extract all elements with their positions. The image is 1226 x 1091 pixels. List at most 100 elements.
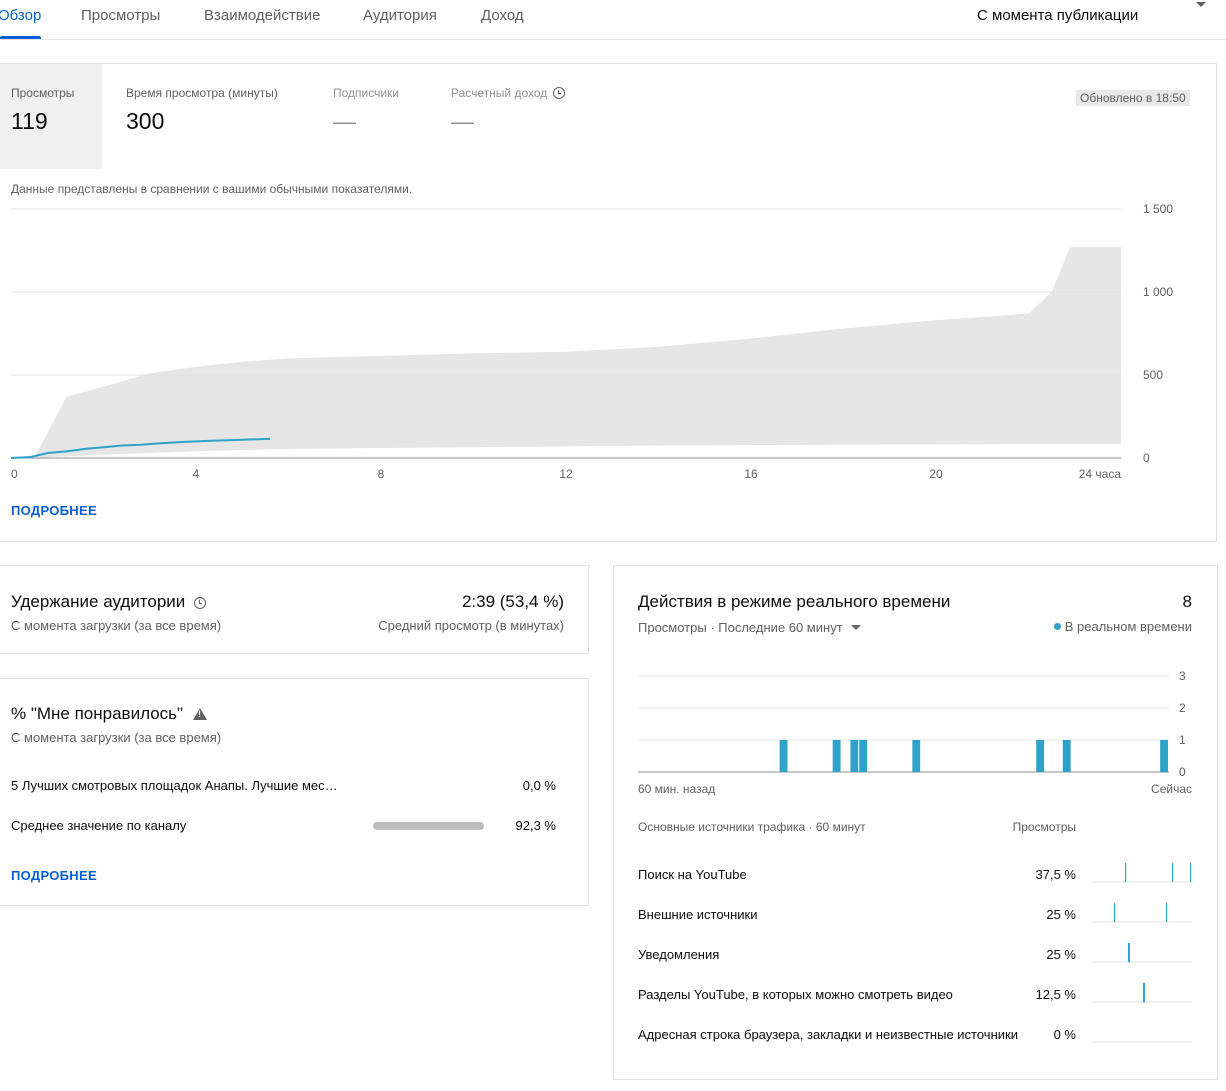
views-chart[interactable]: 0 500 1 000 1 500 0 4 8 12 16 20 24 часа xyxy=(0,194,1216,484)
warning-icon xyxy=(193,708,208,720)
realtime-legend: В реальном времени xyxy=(1053,619,1192,634)
typical-range-band xyxy=(34,247,1121,458)
views-header: Просмотры xyxy=(1012,820,1076,834)
realtime-count: 8 xyxy=(1182,592,1192,611)
metric-views-label: Просмотры xyxy=(11,86,75,100)
sparkline-spike xyxy=(1128,943,1130,962)
sparkline-spike xyxy=(1114,903,1116,922)
sources-header: Основные источники трафика · 60 минут xyxy=(638,820,866,834)
rt-y-tick-label: 3 xyxy=(1179,669,1186,683)
rt-bar[interactable] xyxy=(1036,740,1045,772)
chevron-down-icon[interactable] xyxy=(850,625,861,630)
source-value: 25 % xyxy=(1046,947,1076,962)
retention-value: 2:39 (53,4 %) xyxy=(461,592,564,611)
metric-subscribers-label: Подписчики xyxy=(333,86,400,100)
source-sparkline xyxy=(1092,943,1192,963)
metric-revenue-label: Расчетный доход xyxy=(451,86,548,100)
x-tick-label: 12 xyxy=(559,467,573,481)
x-tick-label: 8 xyxy=(378,467,385,481)
source-sparkline xyxy=(1092,903,1192,923)
source-value: 12,5 % xyxy=(1035,987,1076,1002)
realtime-card: Действия в режиме реального времени 8 Пр… xyxy=(613,565,1218,1080)
updated-badge: Обновлено в 18:50 xyxy=(1076,90,1190,106)
metric-revenue[interactable]: Расчетный доход — xyxy=(422,64,602,169)
y-tick-label: 1 500 xyxy=(1143,202,1173,216)
likes-title-wrap: % "Мне понравилось" xyxy=(11,704,208,724)
rt-y-tick-label: 0 xyxy=(1179,765,1186,779)
retention-card: Удержание аудитории С момента загрузки (… xyxy=(0,565,589,654)
rt-bar[interactable] xyxy=(1160,740,1168,772)
x-tick-label: 16 xyxy=(744,467,758,481)
sparkline-spike xyxy=(1172,863,1174,882)
tab-views[interactable]: Просмотры xyxy=(81,7,161,24)
rt-x-label-end: Сейчас xyxy=(1151,782,1192,796)
likes-row-video-label: 5 Лучших смотровых площадок Анапы. Лучши… xyxy=(11,778,338,793)
rt-bar[interactable] xyxy=(779,740,788,772)
compare-note: Данные представлены в сравнении с вашими… xyxy=(11,182,413,196)
retention-subtitle: С момента загрузки (за все время) xyxy=(11,618,222,633)
tab-engagement[interactable]: Взаимодействие xyxy=(204,7,321,24)
overview-more-link[interactable]: ПОДРОБНЕЕ xyxy=(11,503,97,518)
realtime-title: Действия в режиме реального времени xyxy=(638,592,951,611)
likes-title: % "Мне понравилось" xyxy=(11,704,184,723)
views-series-line xyxy=(10,437,271,459)
likes-card: % "Мне понравилось" С момента загрузки (… xyxy=(0,678,589,906)
likes-subtitle: С момента загрузки (за все время) xyxy=(11,730,222,745)
rt-x-label-start: 60 мин. назад xyxy=(638,782,715,796)
retention-title-wrap: Удержание аудитории xyxy=(11,592,207,612)
tab-overview[interactable]: Обзор xyxy=(0,7,42,24)
source-value: 25 % xyxy=(1046,907,1076,922)
x-tick-label: 0 xyxy=(11,467,18,481)
likes-row-video-value: 0,0 % xyxy=(522,778,556,793)
tab-bar: Обзор Просмотры Взаимодействие Аудитория… xyxy=(0,0,1226,40)
source-label: Поиск на YouTube xyxy=(638,867,747,882)
sparkline-spike xyxy=(1125,863,1127,882)
x-tick-label: 24 часа xyxy=(1079,467,1122,481)
source-sparkline xyxy=(1092,863,1192,883)
realtime-chart[interactable]: 0 1 2 3 60 мин. назад Сейчас xyxy=(614,666,1217,796)
y-tick-label: 500 xyxy=(1143,368,1163,382)
sparkline-spike xyxy=(1143,983,1145,1002)
source-label: Уведомления xyxy=(638,947,720,962)
tab-audience[interactable]: Аудитория xyxy=(363,7,437,24)
metric-views[interactable]: Просмотры 119 xyxy=(0,64,102,169)
metric-subscribers[interactable]: Подписчики — xyxy=(302,64,422,169)
rt-y-tick-label: 1 xyxy=(1179,733,1186,747)
metric-revenue-value: — xyxy=(451,108,474,134)
realtime-legend-label: В реальном времени xyxy=(1064,619,1192,634)
period-selector[interactable]: С момента публикации xyxy=(977,7,1139,24)
chevron-down-icon[interactable] xyxy=(1196,2,1206,7)
x-tick-label: 20 xyxy=(929,467,943,481)
metric-subscribers-value: — xyxy=(333,108,356,134)
metric-views-value: 119 xyxy=(11,108,48,134)
realtime-period-label: Просмотры · Последние 60 минут xyxy=(638,620,843,635)
source-label: Внешние источники xyxy=(638,907,758,922)
source-value: 0 % xyxy=(1053,1027,1076,1042)
rt-bar[interactable] xyxy=(912,740,921,772)
likes-more-link[interactable]: ПОДРОБНЕЕ xyxy=(11,868,97,883)
clock-icon xyxy=(194,597,207,609)
source-sparkline xyxy=(1092,983,1192,1003)
tab-revenue[interactable]: Доход xyxy=(481,7,524,24)
realtime-period-dropdown[interactable]: Просмотры · Последние 60 минут xyxy=(638,620,861,635)
likes-channel-bar xyxy=(373,822,493,830)
rt-bar[interactable] xyxy=(850,740,859,772)
rt-bar[interactable] xyxy=(1062,740,1071,772)
clock-icon xyxy=(553,87,566,99)
overview-card: Просмотры 119 Время просмотра (минуты) 3… xyxy=(0,63,1217,542)
source-value: 37,5 % xyxy=(1035,867,1076,882)
rt-bar[interactable] xyxy=(859,740,868,772)
source-label: Адресная строка браузера, закладки и неи… xyxy=(638,1027,1018,1042)
source-sparkline xyxy=(1092,1041,1192,1043)
metric-revenue-label-wrap: Расчетный доход xyxy=(451,86,566,100)
metric-watch-time-label: Время просмотра (минуты) xyxy=(126,86,278,100)
y-tick-label: 0 xyxy=(1143,451,1150,465)
rt-bar[interactable] xyxy=(832,740,841,772)
retention-caption: Средний просмотр (в минутах) xyxy=(378,618,564,633)
likes-row-channel-value: 92,3 % xyxy=(515,818,556,833)
source-label: Разделы YouTube, в которых можно смотрет… xyxy=(638,987,953,1002)
active-tab-indicator xyxy=(0,36,41,39)
metric-watch-time[interactable]: Время просмотра (минуты) 300 xyxy=(102,64,302,169)
y-tick-label: 1 000 xyxy=(1143,285,1173,299)
sparkline-spike xyxy=(1190,863,1192,882)
